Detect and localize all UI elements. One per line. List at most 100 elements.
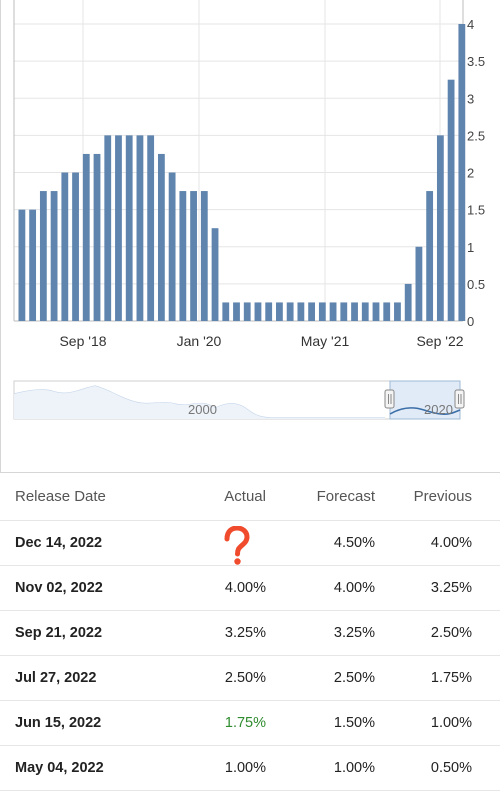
row-date: May 04, 2022 — [15, 760, 104, 776]
bar[interactable] — [61, 172, 69, 322]
row-date: Dec 14, 2022 — [15, 535, 103, 551]
table-row[interactable]: May 04, 2022 1.00% 1.00% 0.50% — [0, 746, 500, 791]
bar[interactable] — [18, 209, 26, 322]
bar[interactable] — [136, 135, 144, 322]
bar[interactable] — [222, 302, 230, 321]
bar[interactable] — [50, 191, 58, 321]
header-actual[interactable]: Actual — [224, 488, 266, 505]
y-tick-label: 3.5 — [467, 54, 485, 69]
row-actual: 2.50% — [224, 670, 266, 686]
bar[interactable] — [254, 302, 262, 321]
row-forecast: 4.00% — [333, 580, 375, 596]
y-tick-label: 1 — [467, 240, 474, 255]
row-previous: 4.00% — [430, 535, 472, 551]
release-table: Release Date Actual Forecast Previous De… — [0, 475, 500, 791]
row-previous: 3.25% — [430, 580, 472, 596]
y-tick-label: 0.5 — [467, 277, 485, 292]
row-previous: 0.50% — [430, 760, 472, 776]
bar[interactable] — [265, 302, 273, 321]
range-navigator[interactable]: 2000 2020 — [0, 372, 500, 432]
bar[interactable] — [72, 172, 79, 322]
navigator-right-handle[interactable] — [454, 389, 465, 409]
bar[interactable] — [82, 153, 90, 321]
bar[interactable] — [351, 302, 358, 321]
grid-lines — [13, 0, 464, 322]
bar[interactable] — [426, 191, 434, 321]
bar[interactable] — [297, 302, 305, 321]
table-row[interactable]: Nov 02, 2022 4.00% 4.00% 3.25% — [0, 566, 500, 611]
row-date: Sep 21, 2022 — [15, 625, 103, 641]
table-header-row: Release Date Actual Forecast Previous — [0, 475, 500, 521]
bar[interactable] — [157, 153, 165, 321]
table-row[interactable]: Jun 15, 2022 1.75% 1.50% 1.00% — [0, 701, 500, 746]
navigator-area-history — [14, 386, 385, 419]
bar[interactable] — [115, 135, 122, 322]
bar[interactable] — [340, 302, 348, 321]
x-tick-label: Sep '22 — [416, 333, 463, 349]
x-tick-label: Jan '20 — [177, 333, 222, 349]
bar[interactable] — [29, 209, 37, 322]
row-forecast: 1.50% — [333, 715, 375, 731]
bar[interactable] — [383, 302, 391, 321]
bar[interactable] — [458, 24, 466, 321]
bar[interactable] — [200, 191, 208, 321]
navigator-selected-range — [389, 380, 461, 420]
y-tick-label: 4 — [467, 17, 474, 32]
bar[interactable] — [361, 302, 369, 321]
row-actual: 1.00% — [224, 760, 266, 776]
row-date: Jul 27, 2022 — [15, 670, 97, 686]
bar[interactable] — [308, 302, 316, 321]
row-actual: 4.00% — [224, 580, 266, 596]
bar[interactable] — [93, 153, 101, 321]
navigator-label-2020: 2020 — [424, 402, 453, 417]
bar[interactable] — [436, 135, 444, 322]
y-axis-ticks: 0 0.5 1 1.5 2 2.5 3 3.5 4 — [467, 17, 485, 329]
bar[interactable] — [394, 302, 401, 321]
y-tick-label: 1.5 — [467, 203, 485, 218]
table-row[interactable]: Sep 21, 2022 3.25% 3.25% 2.50% — [0, 611, 500, 656]
row-forecast: 2.50% — [333, 670, 375, 686]
row-previous: 2.50% — [430, 625, 472, 641]
row-previous: 1.75% — [430, 670, 472, 686]
bar-chart[interactable]: 00.511.522.533.54 Sep '18 Jan '20 May '21 S… — [0, 0, 500, 360]
navigator-left-handle[interactable] — [384, 389, 395, 409]
row-date: Jun 15, 2022 — [15, 715, 102, 731]
bar[interactable] — [404, 283, 412, 322]
y-tick-label: 3 — [467, 91, 474, 106]
row-forecast: 1.00% — [333, 760, 375, 776]
question-mark-icon — [224, 526, 250, 565]
y-tick-label: 0 — [467, 314, 474, 329]
bar[interactable] — [243, 302, 251, 321]
header-forecast[interactable]: Forecast — [316, 488, 375, 505]
x-tick-label: Sep '18 — [59, 333, 106, 349]
table-row[interactable]: Dec 14, 2022 4.50% 4.00% — [0, 521, 500, 566]
row-date: Nov 02, 2022 — [15, 580, 103, 596]
row-actual: 3.25% — [224, 625, 266, 641]
chart-panel: 0 0.5 1 1.5 2 2.5 3 3.5 4 Sep '18 Jan '20 May '21 S… — [0, 0, 500, 473]
bar[interactable] — [286, 302, 294, 321]
bar[interactable] — [276, 302, 283, 321]
bar[interactable] — [318, 302, 326, 321]
bar[interactable] — [147, 135, 155, 322]
bar[interactable] — [233, 302, 240, 321]
bar[interactable] — [104, 135, 112, 322]
bar[interactable] — [168, 172, 176, 322]
row-actual: 1.75% — [224, 715, 266, 731]
bar[interactable] — [372, 302, 380, 321]
table-row[interactable]: Jul 27, 2022 2.50% 2.50% 1.75% — [0, 656, 500, 701]
bar[interactable] — [190, 191, 197, 321]
x-axis-ticks: Sep '18 Jan '20 May '21 Sep '22 — [59, 333, 463, 349]
header-release-date[interactable]: Release Date — [15, 488, 106, 505]
row-forecast: 4.50% — [333, 535, 375, 551]
row-forecast: 3.25% — [333, 625, 375, 641]
bar[interactable] — [329, 302, 337, 321]
bar[interactable] — [39, 191, 47, 321]
bar[interactable] — [125, 135, 133, 322]
row-previous: 1.00% — [430, 715, 472, 731]
bar[interactable] — [179, 191, 187, 321]
bar[interactable] — [447, 79, 455, 321]
bar[interactable] — [211, 228, 219, 321]
bar[interactable] — [415, 246, 423, 321]
header-previous[interactable]: Previous — [413, 488, 472, 505]
y-tick-label: 2.5 — [467, 128, 485, 143]
